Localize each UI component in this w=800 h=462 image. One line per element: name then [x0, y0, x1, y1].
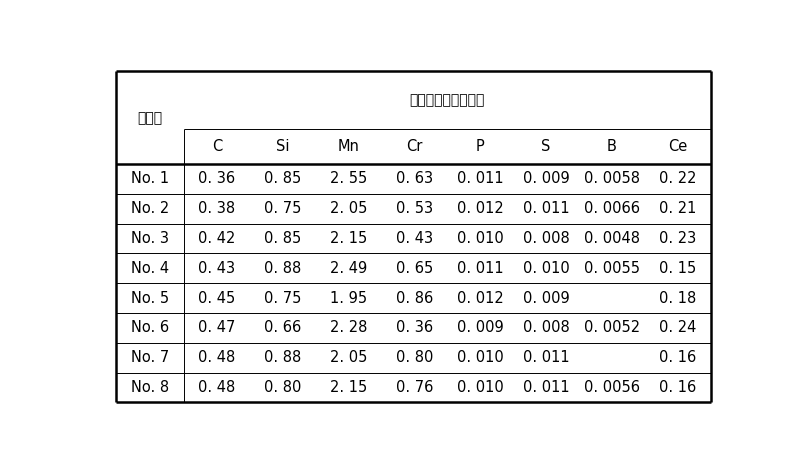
Text: 2. 05: 2. 05	[330, 350, 367, 365]
Text: C: C	[212, 139, 222, 154]
Text: No. 1: No. 1	[130, 171, 169, 187]
Text: 0. 42: 0. 42	[198, 231, 235, 246]
Text: 合金元素含量百分比: 合金元素含量百分比	[410, 93, 485, 107]
Text: 0. 85: 0. 85	[264, 231, 302, 246]
Text: 0. 88: 0. 88	[264, 261, 302, 276]
Text: P: P	[476, 139, 485, 154]
Text: 0. 16: 0. 16	[659, 350, 697, 365]
Text: 0. 36: 0. 36	[396, 320, 433, 335]
Text: 0. 76: 0. 76	[396, 380, 433, 395]
Text: 2. 15: 2. 15	[330, 231, 367, 246]
Text: 0. 012: 0. 012	[457, 291, 504, 305]
Text: 0. 011: 0. 011	[522, 201, 570, 216]
Text: 0. 75: 0. 75	[264, 201, 302, 216]
Text: 0. 010: 0. 010	[457, 231, 504, 246]
Text: 0. 010: 0. 010	[522, 261, 570, 276]
Text: 0. 43: 0. 43	[396, 231, 433, 246]
Text: 0. 88: 0. 88	[264, 350, 302, 365]
Text: 2. 05: 2. 05	[330, 201, 367, 216]
Text: 0. 009: 0. 009	[522, 291, 570, 305]
Text: Mn: Mn	[338, 139, 359, 154]
Text: 0. 86: 0. 86	[396, 291, 433, 305]
Text: 0. 47: 0. 47	[198, 320, 235, 335]
Text: 0. 38: 0. 38	[198, 201, 235, 216]
Text: 0. 010: 0. 010	[457, 350, 504, 365]
Text: 0. 65: 0. 65	[396, 261, 433, 276]
Text: 0. 23: 0. 23	[659, 231, 697, 246]
Text: 0. 18: 0. 18	[659, 291, 697, 305]
Text: 0. 0058: 0. 0058	[584, 171, 640, 187]
Text: 0. 008: 0. 008	[522, 320, 570, 335]
Text: 0. 43: 0. 43	[198, 261, 235, 276]
Text: 2. 55: 2. 55	[330, 171, 367, 187]
Text: 0. 63: 0. 63	[396, 171, 433, 187]
Text: 0. 16: 0. 16	[659, 380, 697, 395]
Text: 2. 15: 2. 15	[330, 380, 367, 395]
Text: Cr: Cr	[406, 139, 422, 154]
Text: No. 4: No. 4	[130, 261, 169, 276]
Text: 0. 0048: 0. 0048	[584, 231, 640, 246]
Text: 0. 53: 0. 53	[396, 201, 433, 216]
Text: 0. 45: 0. 45	[198, 291, 235, 305]
Text: 0. 011: 0. 011	[457, 261, 503, 276]
Text: 0. 009: 0. 009	[522, 171, 570, 187]
Text: 0. 0052: 0. 0052	[584, 320, 640, 335]
Text: 0. 75: 0. 75	[264, 291, 302, 305]
Text: 0. 85: 0. 85	[264, 171, 302, 187]
Text: 0. 15: 0. 15	[659, 261, 697, 276]
Text: Ce: Ce	[668, 139, 687, 154]
Text: 0. 0055: 0. 0055	[584, 261, 640, 276]
Text: 0. 011: 0. 011	[457, 171, 503, 187]
Text: B: B	[607, 139, 617, 154]
Text: 0. 011: 0. 011	[522, 350, 570, 365]
Text: No. 3: No. 3	[130, 231, 169, 246]
Text: 0. 80: 0. 80	[396, 350, 433, 365]
Text: 0. 012: 0. 012	[457, 201, 504, 216]
Text: 0. 008: 0. 008	[522, 231, 570, 246]
Text: 0. 009: 0. 009	[457, 320, 504, 335]
Text: 0. 011: 0. 011	[522, 380, 570, 395]
Text: 0. 0066: 0. 0066	[584, 201, 640, 216]
Text: Si: Si	[276, 139, 290, 154]
Text: 0. 24: 0. 24	[659, 320, 697, 335]
Text: No. 2: No. 2	[130, 201, 169, 216]
Text: 0. 21: 0. 21	[659, 201, 697, 216]
Text: 0. 36: 0. 36	[198, 171, 235, 187]
Text: 0. 010: 0. 010	[457, 380, 504, 395]
Text: No. 5: No. 5	[130, 291, 169, 305]
Text: 2. 49: 2. 49	[330, 261, 367, 276]
Text: 0. 48: 0. 48	[198, 380, 235, 395]
Text: 0. 48: 0. 48	[198, 350, 235, 365]
Text: 0. 0056: 0. 0056	[584, 380, 640, 395]
Text: 0. 22: 0. 22	[659, 171, 697, 187]
Text: 2. 28: 2. 28	[330, 320, 367, 335]
Text: No. 7: No. 7	[130, 350, 169, 365]
Text: 0. 66: 0. 66	[264, 320, 302, 335]
Text: 0. 80: 0. 80	[264, 380, 302, 395]
Text: 实施例: 实施例	[137, 111, 162, 125]
Text: 1. 95: 1. 95	[330, 291, 367, 305]
Text: S: S	[542, 139, 550, 154]
Text: No. 6: No. 6	[130, 320, 169, 335]
Text: No. 8: No. 8	[130, 380, 169, 395]
